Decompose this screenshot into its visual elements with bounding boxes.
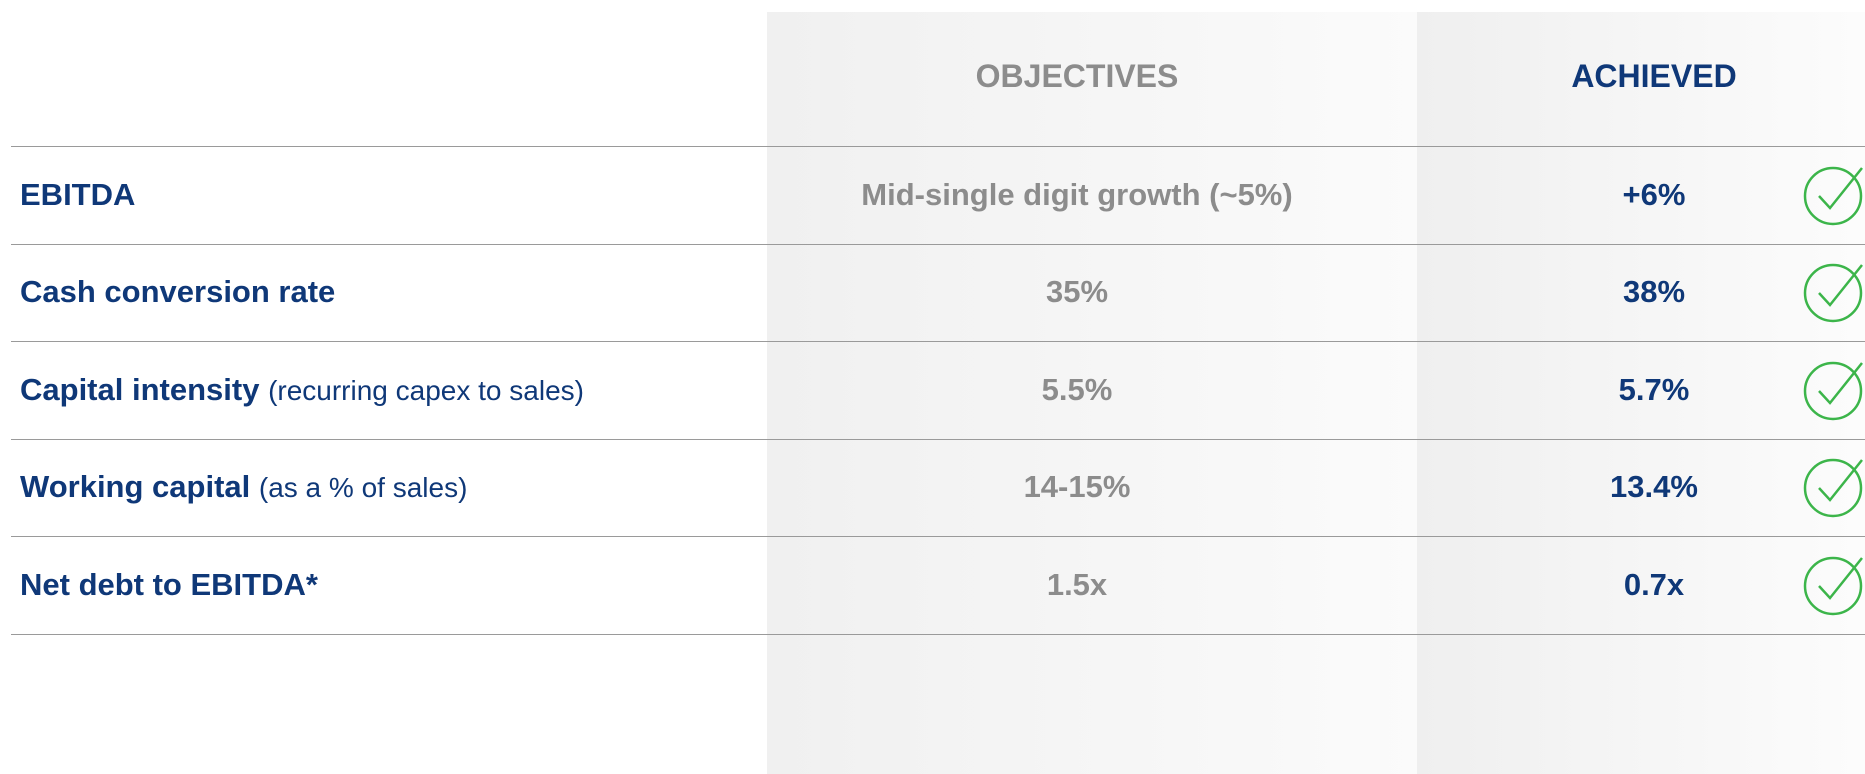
label-note: (recurring capex to sales) (268, 374, 584, 406)
label-note: (as a % of sales) (258, 472, 468, 504)
objective-value: 1.5x (1046, 566, 1108, 602)
objectives-column (767, 12, 1417, 774)
label-text: Net debt to EBITDA* (20, 566, 318, 602)
objective-value: 14-15% (1023, 469, 1131, 505)
label-text: Cash conversion rate (20, 274, 336, 310)
check-icon (1803, 459, 1863, 518)
check-icon (1803, 361, 1863, 420)
row-label: Cash conversion rate (20, 274, 335, 310)
row-label: Capital intensity (recurring capex to sa… (20, 372, 584, 408)
row-label: Net debt to EBITDA* (20, 567, 318, 603)
achieved-value: 38% (1622, 274, 1686, 310)
check-icon (1803, 166, 1863, 225)
divider (11, 438, 1865, 440)
divider (11, 536, 1865, 537)
objectives-header: OBJECTIVES (975, 58, 1179, 94)
check-icon (1803, 556, 1863, 615)
achieved-value: +6% (1622, 176, 1686, 212)
label-text: Working capital (20, 469, 251, 505)
objective-value: 5.5% (1041, 371, 1113, 407)
objective-value: Mid-single digit growth (~5%) (861, 176, 1293, 212)
achieved-column (1417, 12, 1865, 774)
check-icon (1803, 264, 1863, 323)
achieved-value: 5.7% (1618, 371, 1690, 407)
divider (11, 146, 1865, 147)
divider (11, 341, 1865, 342)
label-text: EBITDA (20, 176, 136, 212)
row-label: EBITDA (20, 177, 135, 213)
achieved-value: 0.7x (1623, 566, 1685, 602)
row-label: Working capital (as a % of sales) (20, 469, 467, 505)
achieved-header: ACHIEVED (1571, 58, 1737, 94)
divider (11, 243, 1865, 245)
divider (11, 633, 1865, 635)
achieved-value: 13.4% (1610, 469, 1698, 505)
objective-value: 35% (1045, 274, 1109, 310)
label-text: Capital intensity (20, 371, 260, 407)
